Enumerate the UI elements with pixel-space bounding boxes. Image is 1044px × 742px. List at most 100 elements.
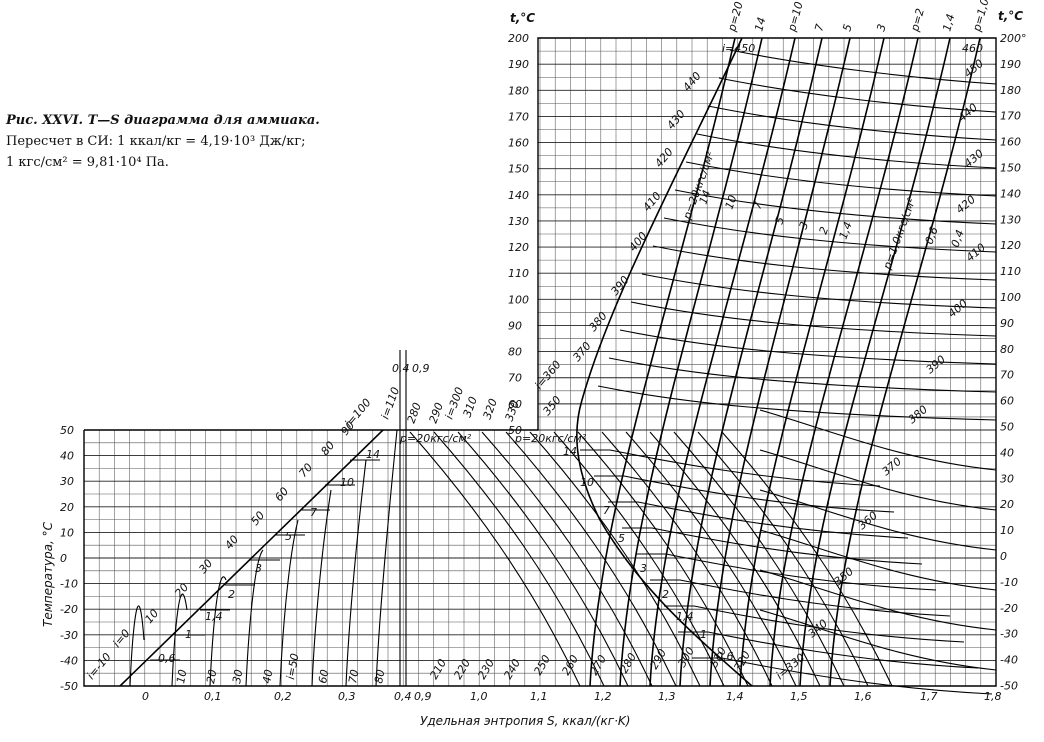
- isobar-upper: [739, 37, 885, 687]
- y-tick-label-right: 150: [1000, 162, 1021, 175]
- y-tick-label-right: -10: [1000, 576, 1018, 589]
- y-tick-label-right: 170: [1000, 110, 1021, 123]
- y-tick-label-right: 60: [1000, 395, 1014, 408]
- isenthalp-label-bottom: 60: [316, 668, 331, 684]
- saturated-liquid-line: [119, 429, 384, 687]
- isenthalp-label-bottom-right: 320: [731, 649, 753, 674]
- isenthalp-upper: [608, 357, 997, 393]
- isenthalp-lower-superheat: [759, 489, 997, 551]
- isenthalp-label-right: 380: [906, 403, 930, 426]
- isenthalp-label-bottom-right: 300: [675, 645, 697, 670]
- isobar-label-top: 1,4: [940, 13, 957, 33]
- y-tick-label-upper-left: 60: [508, 398, 522, 411]
- isenthalp-label-mid: 330: [503, 399, 522, 423]
- isenthalp-wet: [673, 431, 845, 687]
- isobar-label-top: 3: [874, 23, 888, 33]
- isenthalp-label-bottom-right: 280: [617, 651, 639, 676]
- isobar-label-upper: 0,4: [949, 228, 967, 249]
- isobar-upper: [769, 37, 919, 687]
- y-tick-label-right: 90: [1000, 317, 1014, 330]
- isenthalp-liquid: [129, 605, 145, 687]
- isobar-label-lower-right: 10: [580, 476, 594, 489]
- s-tick-label: 1,4: [726, 690, 744, 703]
- isobar-superheat: [608, 501, 909, 539]
- isenthalp-lower-superheat: [759, 609, 997, 671]
- s-tick-label: 0,1: [204, 690, 222, 703]
- caption-line-1: Рис. XXVI. T—S диаграмма для аммиака.: [6, 113, 320, 128]
- isenthalp-upper: [718, 77, 997, 113]
- isobar-label-lower-right: 5: [618, 532, 625, 545]
- y-tick-label-right: 50: [1000, 421, 1014, 434]
- y-tick-label-right: -30: [1000, 628, 1018, 641]
- isenthalp-label-right: 400: [946, 297, 970, 320]
- isobar-label-lower-right: 1: [700, 628, 707, 641]
- isenthalp-wet: [625, 431, 797, 687]
- s-tick-label: 1,0: [470, 690, 488, 703]
- isenthalp-label-liquid: 70: [296, 461, 315, 480]
- y-tick-label-upper-left: 150: [508, 163, 529, 176]
- y-tick-label-left: 20: [60, 501, 74, 514]
- isobar-label-upper: 7: [751, 200, 766, 211]
- isobar-upper: [589, 37, 736, 687]
- isenthalp-label-right: 390: [924, 353, 948, 376]
- isobar-label-lower-left: 5: [285, 530, 292, 543]
- isobar-label-lower-right: 3: [640, 562, 647, 575]
- t-axis-label-right: t,°C: [998, 9, 1023, 23]
- isenthalp-label-bottom: 30: [230, 668, 245, 684]
- isobar-label-top: 7: [812, 23, 826, 33]
- isenthalp-lower-superheat: [759, 529, 997, 591]
- isenthalp-wet: [577, 431, 749, 687]
- y-tick-label-right: -20: [1000, 602, 1018, 615]
- isenthalp-upper: [663, 217, 997, 253]
- isenthalp-label-bottom-right: 250: [531, 653, 553, 678]
- y-tick-label-right: 190: [1000, 58, 1021, 71]
- y-axis-label: Температура, °C: [41, 521, 55, 627]
- isenthalp-liquid: [245, 549, 264, 687]
- isobar-label-upper: 2: [817, 225, 832, 236]
- isenthalp-label-right: 420: [954, 193, 978, 216]
- isobar-upper: [709, 37, 851, 687]
- isenthalp-upper: [729, 49, 997, 85]
- isobar-upper: [829, 37, 981, 687]
- isobar-label-lower-left: 14: [366, 448, 380, 461]
- isenthalp-upper: [707, 105, 997, 141]
- isenthalp-label-liquid: i=100: [342, 396, 373, 430]
- diagram-frame: [83, 37, 997, 687]
- isenthalp-wet: [649, 431, 821, 687]
- isenthalp-label-bottom: i=50: [284, 652, 301, 680]
- isobar-label-lower-right: 7: [603, 504, 610, 517]
- isobar-upper: [679, 37, 823, 687]
- isobar-label-lower-left: 0,6: [158, 652, 176, 665]
- s-tick-label: 0,2: [274, 690, 292, 703]
- isobar-label-superheat: p=20кгс/см²: [514, 432, 587, 445]
- s-tick-label: 1,5: [790, 690, 808, 703]
- isenthalp-label-top: 460: [962, 42, 983, 55]
- isenthalp-upper: [641, 273, 997, 309]
- isenthalp-label-right: 340: [806, 617, 830, 640]
- isenthalp-label-bottom: 40: [260, 668, 275, 684]
- y-tick-label-upper-left: 140: [508, 189, 529, 202]
- y-tick-label-right: 70: [1000, 369, 1014, 382]
- isenthalp-label-bottom: 70: [346, 668, 361, 684]
- y-tick-label-left: 0: [60, 552, 67, 565]
- isobar-label-lower-right: 1,4: [676, 610, 694, 623]
- isenthalp-label-mid: 280: [405, 401, 424, 425]
- y-tick-label-right: 10: [1000, 524, 1014, 537]
- isenthalp-label-right: 370: [880, 455, 904, 478]
- isenthalp-label-liquid: 80: [318, 439, 337, 458]
- y-tick-label-right: 180: [1000, 84, 1021, 97]
- isenthalp-wet: [505, 431, 677, 687]
- isenthalp-label-liquid: 40: [222, 533, 241, 552]
- isenthalp-label-left: 410: [640, 189, 663, 213]
- isobar-label-upper: 3: [797, 220, 812, 231]
- isenthalp-liquid: [209, 576, 227, 687]
- isenthalp-wet: [481, 431, 653, 687]
- y-tick-label-upper-left: 190: [508, 58, 529, 71]
- s-tick-label: 0,9: [414, 690, 432, 703]
- isobar-label-lower-left: 3: [255, 562, 262, 575]
- isobar-label-lower-left: 1,4: [205, 610, 223, 623]
- grid-lines: [83, 37, 997, 687]
- y-tick-label-left: 50: [60, 424, 74, 437]
- y-tick-label-right: 120: [1000, 239, 1021, 252]
- isenthalp-upper: [674, 189, 997, 225]
